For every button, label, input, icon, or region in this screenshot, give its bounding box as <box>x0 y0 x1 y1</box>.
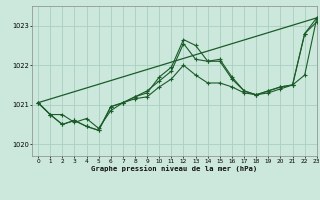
X-axis label: Graphe pression niveau de la mer (hPa): Graphe pression niveau de la mer (hPa) <box>91 165 258 172</box>
